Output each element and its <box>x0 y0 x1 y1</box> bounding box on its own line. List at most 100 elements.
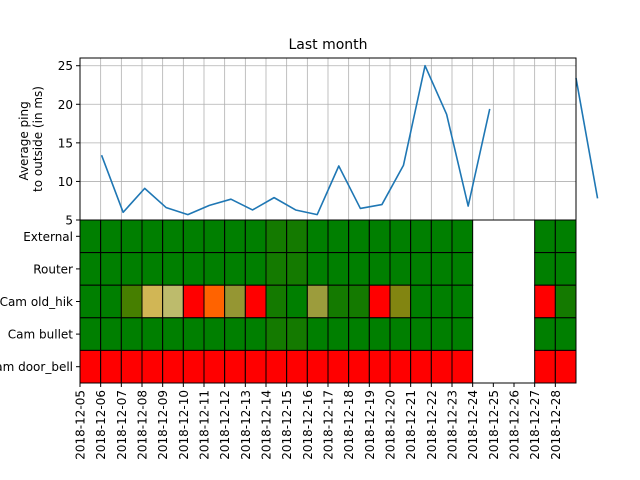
heatmap-cell <box>141 349 164 384</box>
heatmap-cell <box>368 284 391 319</box>
heatmap-cell <box>410 252 432 286</box>
heatmap-cell <box>120 317 143 351</box>
heatmap-cell <box>162 349 184 384</box>
heatmap-cell <box>306 284 329 319</box>
heatmap-cell <box>554 284 577 319</box>
x-tick-label: 2018-12-25 <box>487 390 501 460</box>
heatmap-cell <box>348 252 370 286</box>
heatmap-cell <box>244 284 267 319</box>
heatmap-cell <box>306 219 329 254</box>
heatmap-cell <box>203 219 226 254</box>
heatmap-cell <box>265 284 288 319</box>
heatmap-cell <box>286 349 308 384</box>
heatmap-cell <box>100 317 122 351</box>
heatmap-cell <box>554 349 577 384</box>
heatmap-cell <box>430 284 453 319</box>
ping-line-chart: Last month 5 10 15 20 25 Average ping to out… <box>17 37 599 228</box>
x-tick-label: 2018-12-28 <box>549 390 563 460</box>
heatmap-cell <box>182 317 205 351</box>
heatmap-cell <box>265 219 288 254</box>
grid <box>79 58 577 221</box>
heatmap-cell <box>430 252 453 286</box>
heatmap-cell <box>141 284 164 319</box>
heatmap-cell <box>100 252 122 286</box>
x-tick-label: 2018-12-20 <box>384 390 398 460</box>
x-tick-label: 2018-12-10 <box>177 390 191 460</box>
heatmap-cell <box>430 219 453 254</box>
x-tick-label: 2018-12-13 <box>239 390 253 460</box>
heatmap-cells <box>79 219 577 384</box>
heatmap-cell <box>306 317 329 351</box>
heatmap-cell <box>348 349 370 384</box>
heatmap-cell <box>348 219 370 254</box>
row-label: Cam door_bell <box>0 360 73 374</box>
heatmap-cell <box>244 317 267 351</box>
heatmap-cell <box>327 349 350 384</box>
x-tick-label: 2018-12-14 <box>260 390 274 460</box>
heatmap-cell <box>203 317 226 351</box>
heatmap-cell <box>244 252 267 286</box>
heatmap-cell <box>368 219 391 254</box>
heatmap-cell <box>224 252 246 286</box>
y-tick-label: 10 <box>58 175 73 189</box>
heatmap-cell <box>286 317 308 351</box>
row-label: Cam bullet <box>8 328 74 342</box>
heatmap-cell <box>534 349 556 384</box>
heatmap-cell <box>389 284 412 319</box>
heatmap-cell <box>265 317 288 351</box>
heatmap-cell <box>368 349 391 384</box>
heatmap-cell <box>286 219 308 254</box>
row-label: External <box>23 230 73 244</box>
y-ticks: 5 10 15 20 25 <box>58 59 80 228</box>
heatmap-cell <box>286 252 308 286</box>
heatmap-cell <box>120 284 143 319</box>
heatmap-cell <box>368 252 391 286</box>
heatmap-cell <box>451 219 474 254</box>
heatmap-cell <box>451 349 474 384</box>
heatmap-cell <box>244 219 267 254</box>
heatmap-cell <box>182 219 205 254</box>
x-tick-label: 2018-12-09 <box>156 390 170 460</box>
heatmap-cell <box>265 252 288 286</box>
heatmap-cell <box>203 284 226 319</box>
heatmap-cell <box>162 219 184 254</box>
heatmap-cell <box>410 219 432 254</box>
heatmap-cell <box>534 317 556 351</box>
heatmap-cell <box>224 317 246 351</box>
heatmap-cell <box>430 317 453 351</box>
x-tick-label: 2018-12-17 <box>322 390 336 460</box>
heatmap-cell <box>327 317 350 351</box>
heatmap-cell <box>141 219 164 254</box>
heatmap-cell <box>79 252 102 286</box>
heatmap-cell <box>554 252 577 286</box>
heatmap-cell <box>141 252 164 286</box>
heatmap-cell <box>327 219 350 254</box>
heatmap-cell <box>534 219 556 254</box>
heatmap-cell <box>203 252 226 286</box>
y-tick-label: 5 <box>65 214 73 228</box>
heatmap-cell <box>100 219 122 254</box>
heatmap-cell <box>182 252 205 286</box>
heatmap-cell <box>348 317 370 351</box>
x-tick-label: 2018-12-08 <box>136 390 150 460</box>
heatmap-cell <box>534 252 556 286</box>
y-tick-label: 15 <box>58 136 73 150</box>
y-axis-label: Average ping to outside (in ms) <box>17 86 45 192</box>
x-tick-label: 2018-12-22 <box>425 390 439 460</box>
heatmap-cell <box>120 252 143 286</box>
series-line <box>575 77 599 199</box>
heatmap-cell <box>224 219 246 254</box>
series <box>100 64 599 216</box>
heatmap-cell <box>451 284 474 319</box>
x-ticks: 2018-12-05 2018-12-06 2018-12-07 2018-12-08… <box>74 383 563 460</box>
heatmap-cell <box>554 317 577 351</box>
heatmap-cell <box>451 252 474 286</box>
heatmap-cell <box>451 317 474 351</box>
chart-title: Last month <box>288 37 367 53</box>
heatmap-cell <box>182 284 205 319</box>
heatmap-cell <box>79 317 102 351</box>
heatmap-cell <box>410 349 432 384</box>
y-axis-label-line-1: Average ping <box>17 101 31 180</box>
heatmap-cell <box>389 219 412 254</box>
